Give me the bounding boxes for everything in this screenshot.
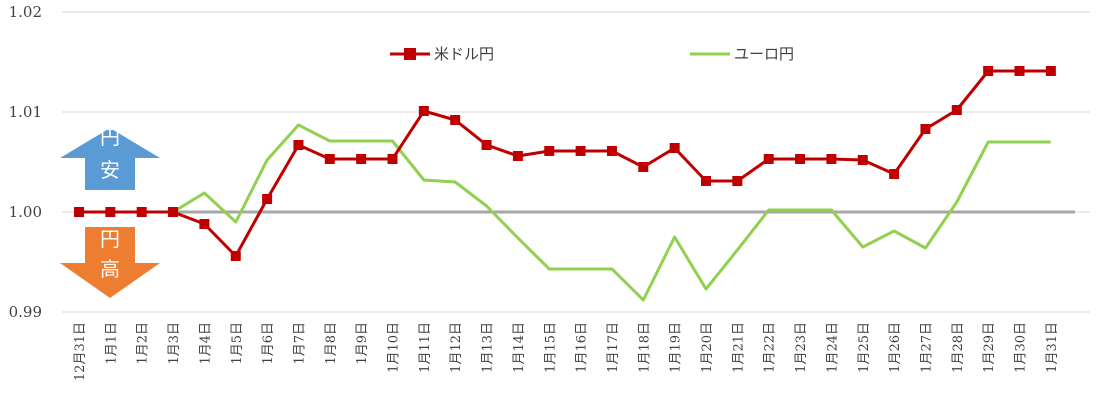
legend-eur-label: ユーロ円: [734, 45, 794, 63]
usd-point: [951, 105, 962, 115]
x-tick-label: 1月5日: [230, 322, 245, 365]
yen-weak-label-1: 円: [100, 125, 120, 149]
x-tick-label: 1月14日: [512, 322, 527, 373]
x-axis-ticks: 12月31日 1月1日 1月2日 1月3日 1月4日 1月5日 1月6日 1月7日 1月8日 1月…: [73, 322, 1060, 381]
usd-point: [105, 207, 116, 217]
usd-point: [732, 176, 743, 186]
legend-item-usd: 米ドル円: [390, 45, 494, 63]
usd-point: [795, 154, 806, 164]
x-tick-label: 1月10日: [387, 322, 402, 373]
x-tick-label: 1月27日: [919, 322, 934, 373]
y-tick-label: 1.00: [9, 203, 42, 221]
x-tick-label: 1月15日: [543, 322, 558, 373]
x-tick-label: 1月13日: [481, 322, 496, 373]
legend-usd-label: 米ドル円: [434, 45, 494, 63]
y-tick-label: 1.02: [9, 3, 42, 21]
x-tick-label: 1月2日: [136, 322, 151, 365]
series-line-eur: [79, 123, 1051, 302]
y-tick-label: 1.01: [9, 103, 42, 121]
x-tick-label: 1月31日: [1045, 322, 1060, 373]
legend-item-eur: ユーロ円: [690, 45, 794, 63]
x-tick-label: 1月21日: [731, 322, 746, 373]
yen-weak-label-2: 安: [100, 158, 120, 182]
usd-point: [763, 154, 774, 164]
yen-strong-label-1: 円: [100, 227, 120, 251]
series-layer: [74, 66, 1056, 302]
x-tick-label: 1月1日: [104, 322, 119, 365]
x-tick-label: 1月24日: [825, 322, 840, 373]
usd-point: [74, 207, 84, 217]
legend: 米ドル円 ユーロ円: [390, 45, 794, 63]
usd-point: [826, 154, 837, 164]
yen-weak-arrow: 円 安: [60, 125, 160, 190]
usd-point: [387, 154, 398, 164]
series-line-usd: [79, 69, 1051, 258]
x-tick-label: 1月25日: [857, 322, 872, 373]
usd-point: [168, 207, 179, 217]
x-tick-label: 1月7日: [292, 322, 307, 365]
x-tick-label: 1月16日: [575, 322, 590, 373]
x-tick-label: 1月22日: [763, 322, 778, 373]
legend-usd-marker: [404, 48, 416, 60]
usd-point: [669, 143, 680, 153]
usd-point: [606, 146, 617, 156]
x-tick-label: 1月11日: [418, 322, 433, 373]
x-tick-label: 1月8日: [324, 322, 339, 365]
arrow-down-icon: [60, 227, 160, 298]
x-tick-label: 1月19日: [669, 322, 684, 373]
yen-strong-label-2: 高: [100, 257, 120, 281]
usd-point: [701, 176, 711, 186]
usd-point: [857, 155, 868, 165]
x-tick-label: 1月23日: [794, 322, 809, 373]
usd-point: [638, 162, 649, 172]
x-tick-label: 1月9日: [355, 322, 370, 365]
y-tick-label: 0.99: [9, 303, 42, 321]
usd-point: [920, 124, 931, 134]
x-tick-label: 1月26日: [888, 322, 903, 373]
usd-point: [199, 219, 210, 229]
usd-point: [575, 146, 586, 156]
usd-point: [1014, 66, 1025, 76]
yen-strong-arrow: 円 高: [60, 227, 160, 298]
x-tick-label: 1月17日: [606, 322, 621, 373]
x-tick-label: 1月3日: [167, 322, 182, 365]
gridlines: [62, 11, 1090, 313]
x-tick-label: 1月20日: [700, 322, 715, 373]
usd-point: [356, 154, 367, 164]
usd-point: [324, 154, 335, 164]
usd-point: [262, 194, 273, 204]
usd-point: [450, 115, 461, 125]
usd-point: [544, 146, 555, 156]
usd-point: [983, 66, 994, 76]
usd-point: [418, 106, 429, 116]
x-tick-label: 1月28日: [951, 322, 966, 373]
x-tick-label: 1月4日: [198, 322, 213, 365]
x-tick-label: 1月12日: [449, 322, 464, 373]
usd-point: [1045, 66, 1056, 76]
x-tick-label: 1月6日: [261, 322, 276, 365]
arrow-up-icon: [60, 128, 160, 190]
usd-point: [481, 140, 492, 150]
usd-point: [136, 207, 147, 217]
usd-point: [230, 251, 241, 261]
usd-point: [889, 169, 900, 179]
usd-point: [512, 151, 523, 161]
usd-point: [293, 140, 304, 150]
x-tick-label: 1月18日: [637, 322, 652, 373]
y-axis-ticks: 0.99 1.00 1.01 1.02: [9, 3, 42, 321]
x-tick-label: 1月29日: [982, 322, 997, 373]
x-tick-label: 12月31日: [73, 322, 88, 381]
x-tick-label: 1月30日: [1014, 322, 1029, 373]
